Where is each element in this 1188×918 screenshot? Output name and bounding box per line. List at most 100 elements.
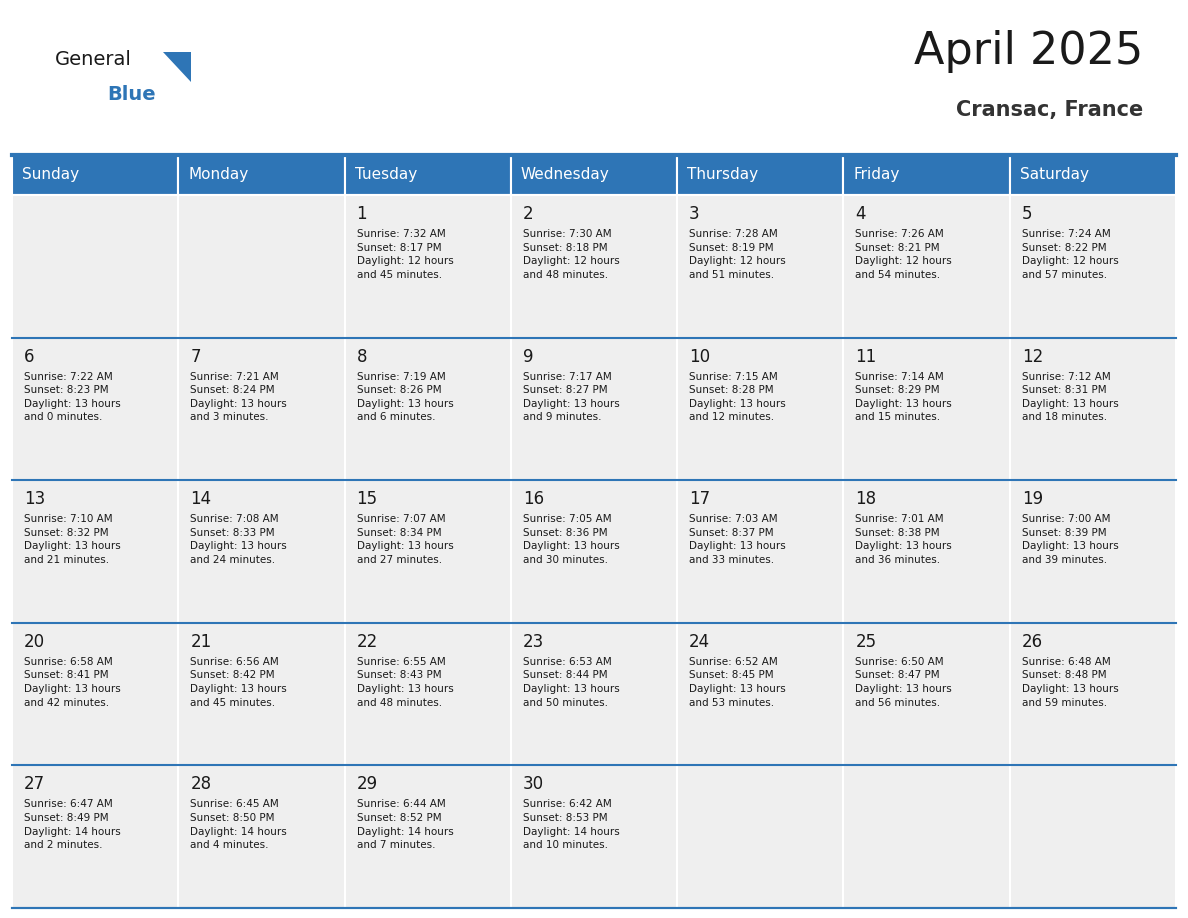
Text: 20: 20 bbox=[24, 633, 45, 651]
Bar bbox=[345, 766, 511, 908]
Text: Sunrise: 6:45 AM
Sunset: 8:50 PM
Daylight: 14 hours
and 4 minutes.: Sunrise: 6:45 AM Sunset: 8:50 PM Dayligh… bbox=[190, 800, 287, 850]
Text: 25: 25 bbox=[855, 633, 877, 651]
Bar bbox=[12, 622, 178, 766]
Bar bbox=[843, 622, 1010, 766]
Text: Monday: Monday bbox=[188, 167, 248, 183]
Bar bbox=[677, 195, 843, 338]
Text: Thursday: Thursday bbox=[687, 167, 758, 183]
Text: 9: 9 bbox=[523, 348, 533, 365]
Text: Sunrise: 6:58 AM
Sunset: 8:41 PM
Daylight: 13 hours
and 42 minutes.: Sunrise: 6:58 AM Sunset: 8:41 PM Dayligh… bbox=[24, 656, 121, 708]
Bar bbox=[345, 480, 511, 622]
Text: 28: 28 bbox=[190, 776, 211, 793]
Bar bbox=[1010, 195, 1176, 338]
Text: 29: 29 bbox=[356, 776, 378, 793]
Text: 13: 13 bbox=[24, 490, 45, 509]
Text: Sunrise: 6:44 AM
Sunset: 8:52 PM
Daylight: 14 hours
and 7 minutes.: Sunrise: 6:44 AM Sunset: 8:52 PM Dayligh… bbox=[356, 800, 454, 850]
Bar bbox=[843, 766, 1010, 908]
Text: General: General bbox=[55, 50, 132, 69]
Text: Sunrise: 7:24 AM
Sunset: 8:22 PM
Daylight: 12 hours
and 57 minutes.: Sunrise: 7:24 AM Sunset: 8:22 PM Dayligh… bbox=[1022, 229, 1118, 280]
Text: Sunrise: 7:21 AM
Sunset: 8:24 PM
Daylight: 13 hours
and 3 minutes.: Sunrise: 7:21 AM Sunset: 8:24 PM Dayligh… bbox=[190, 372, 287, 422]
Bar bbox=[511, 338, 677, 480]
Bar bbox=[1010, 622, 1176, 766]
Bar bbox=[12, 195, 178, 338]
Text: Sunrise: 7:26 AM
Sunset: 8:21 PM
Daylight: 12 hours
and 54 minutes.: Sunrise: 7:26 AM Sunset: 8:21 PM Dayligh… bbox=[855, 229, 952, 280]
Text: Tuesday: Tuesday bbox=[354, 167, 417, 183]
Text: 10: 10 bbox=[689, 348, 710, 365]
Bar bbox=[178, 480, 345, 622]
Text: Sunrise: 7:01 AM
Sunset: 8:38 PM
Daylight: 13 hours
and 36 minutes.: Sunrise: 7:01 AM Sunset: 8:38 PM Dayligh… bbox=[855, 514, 952, 565]
Bar bbox=[511, 155, 677, 195]
Bar bbox=[1010, 155, 1176, 195]
Bar bbox=[843, 480, 1010, 622]
Text: 2: 2 bbox=[523, 205, 533, 223]
Text: 17: 17 bbox=[689, 490, 710, 509]
Text: Sunrise: 7:14 AM
Sunset: 8:29 PM
Daylight: 13 hours
and 15 minutes.: Sunrise: 7:14 AM Sunset: 8:29 PM Dayligh… bbox=[855, 372, 952, 422]
Bar bbox=[677, 766, 843, 908]
Text: Sunrise: 7:32 AM
Sunset: 8:17 PM
Daylight: 12 hours
and 45 minutes.: Sunrise: 7:32 AM Sunset: 8:17 PM Dayligh… bbox=[356, 229, 454, 280]
Text: Sunrise: 6:48 AM
Sunset: 8:48 PM
Daylight: 13 hours
and 59 minutes.: Sunrise: 6:48 AM Sunset: 8:48 PM Dayligh… bbox=[1022, 656, 1118, 708]
Text: Sunrise: 7:15 AM
Sunset: 8:28 PM
Daylight: 13 hours
and 12 minutes.: Sunrise: 7:15 AM Sunset: 8:28 PM Dayligh… bbox=[689, 372, 786, 422]
Bar bbox=[511, 480, 677, 622]
Bar bbox=[677, 155, 843, 195]
Bar bbox=[677, 338, 843, 480]
Text: April 2025: April 2025 bbox=[914, 30, 1143, 73]
Text: Sunrise: 7:12 AM
Sunset: 8:31 PM
Daylight: 13 hours
and 18 minutes.: Sunrise: 7:12 AM Sunset: 8:31 PM Dayligh… bbox=[1022, 372, 1118, 422]
Text: Sunrise: 6:53 AM
Sunset: 8:44 PM
Daylight: 13 hours
and 50 minutes.: Sunrise: 6:53 AM Sunset: 8:44 PM Dayligh… bbox=[523, 656, 620, 708]
Bar bbox=[178, 195, 345, 338]
Text: 4: 4 bbox=[855, 205, 866, 223]
Text: Sunrise: 7:17 AM
Sunset: 8:27 PM
Daylight: 13 hours
and 9 minutes.: Sunrise: 7:17 AM Sunset: 8:27 PM Dayligh… bbox=[523, 372, 620, 422]
Text: 24: 24 bbox=[689, 633, 710, 651]
Text: Sunrise: 6:42 AM
Sunset: 8:53 PM
Daylight: 14 hours
and 10 minutes.: Sunrise: 6:42 AM Sunset: 8:53 PM Dayligh… bbox=[523, 800, 620, 850]
Text: Sunrise: 6:55 AM
Sunset: 8:43 PM
Daylight: 13 hours
and 48 minutes.: Sunrise: 6:55 AM Sunset: 8:43 PM Dayligh… bbox=[356, 656, 454, 708]
Text: 3: 3 bbox=[689, 205, 700, 223]
Text: Friday: Friday bbox=[853, 167, 899, 183]
Bar bbox=[345, 338, 511, 480]
Text: 18: 18 bbox=[855, 490, 877, 509]
Bar bbox=[12, 766, 178, 908]
Bar bbox=[178, 155, 345, 195]
Bar bbox=[511, 622, 677, 766]
Text: 11: 11 bbox=[855, 348, 877, 365]
Bar bbox=[178, 766, 345, 908]
Bar bbox=[178, 338, 345, 480]
Bar bbox=[511, 766, 677, 908]
Text: 14: 14 bbox=[190, 490, 211, 509]
Polygon shape bbox=[163, 52, 191, 82]
Text: 19: 19 bbox=[1022, 490, 1043, 509]
Bar bbox=[1010, 480, 1176, 622]
Text: 6: 6 bbox=[24, 348, 34, 365]
Bar bbox=[511, 195, 677, 338]
Bar bbox=[1010, 766, 1176, 908]
Bar bbox=[12, 480, 178, 622]
Bar bbox=[677, 480, 843, 622]
Text: 15: 15 bbox=[356, 490, 378, 509]
Text: Cransac, France: Cransac, France bbox=[956, 100, 1143, 120]
Text: 8: 8 bbox=[356, 348, 367, 365]
Bar bbox=[345, 155, 511, 195]
Text: Sunrise: 7:03 AM
Sunset: 8:37 PM
Daylight: 13 hours
and 33 minutes.: Sunrise: 7:03 AM Sunset: 8:37 PM Dayligh… bbox=[689, 514, 786, 565]
Text: Sunrise: 7:05 AM
Sunset: 8:36 PM
Daylight: 13 hours
and 30 minutes.: Sunrise: 7:05 AM Sunset: 8:36 PM Dayligh… bbox=[523, 514, 620, 565]
Text: Blue: Blue bbox=[107, 85, 156, 104]
Bar bbox=[12, 155, 178, 195]
Text: 21: 21 bbox=[190, 633, 211, 651]
Bar bbox=[178, 622, 345, 766]
Text: 7: 7 bbox=[190, 348, 201, 365]
Bar bbox=[843, 155, 1010, 195]
Text: 1: 1 bbox=[356, 205, 367, 223]
Text: Saturday: Saturday bbox=[1019, 167, 1088, 183]
Bar bbox=[677, 622, 843, 766]
Text: Sunrise: 7:08 AM
Sunset: 8:33 PM
Daylight: 13 hours
and 24 minutes.: Sunrise: 7:08 AM Sunset: 8:33 PM Dayligh… bbox=[190, 514, 287, 565]
Text: Sunrise: 6:56 AM
Sunset: 8:42 PM
Daylight: 13 hours
and 45 minutes.: Sunrise: 6:56 AM Sunset: 8:42 PM Dayligh… bbox=[190, 656, 287, 708]
Text: Sunrise: 6:52 AM
Sunset: 8:45 PM
Daylight: 13 hours
and 53 minutes.: Sunrise: 6:52 AM Sunset: 8:45 PM Dayligh… bbox=[689, 656, 786, 708]
Text: 27: 27 bbox=[24, 776, 45, 793]
Text: 22: 22 bbox=[356, 633, 378, 651]
Bar bbox=[345, 622, 511, 766]
Text: Sunrise: 7:07 AM
Sunset: 8:34 PM
Daylight: 13 hours
and 27 minutes.: Sunrise: 7:07 AM Sunset: 8:34 PM Dayligh… bbox=[356, 514, 454, 565]
Text: Sunrise: 7:30 AM
Sunset: 8:18 PM
Daylight: 12 hours
and 48 minutes.: Sunrise: 7:30 AM Sunset: 8:18 PM Dayligh… bbox=[523, 229, 620, 280]
Text: Sunrise: 7:19 AM
Sunset: 8:26 PM
Daylight: 13 hours
and 6 minutes.: Sunrise: 7:19 AM Sunset: 8:26 PM Dayligh… bbox=[356, 372, 454, 422]
Text: Sunrise: 6:47 AM
Sunset: 8:49 PM
Daylight: 14 hours
and 2 minutes.: Sunrise: 6:47 AM Sunset: 8:49 PM Dayligh… bbox=[24, 800, 121, 850]
Text: 30: 30 bbox=[523, 776, 544, 793]
Text: Sunrise: 7:10 AM
Sunset: 8:32 PM
Daylight: 13 hours
and 21 minutes.: Sunrise: 7:10 AM Sunset: 8:32 PM Dayligh… bbox=[24, 514, 121, 565]
Bar bbox=[843, 338, 1010, 480]
Bar bbox=[345, 195, 511, 338]
